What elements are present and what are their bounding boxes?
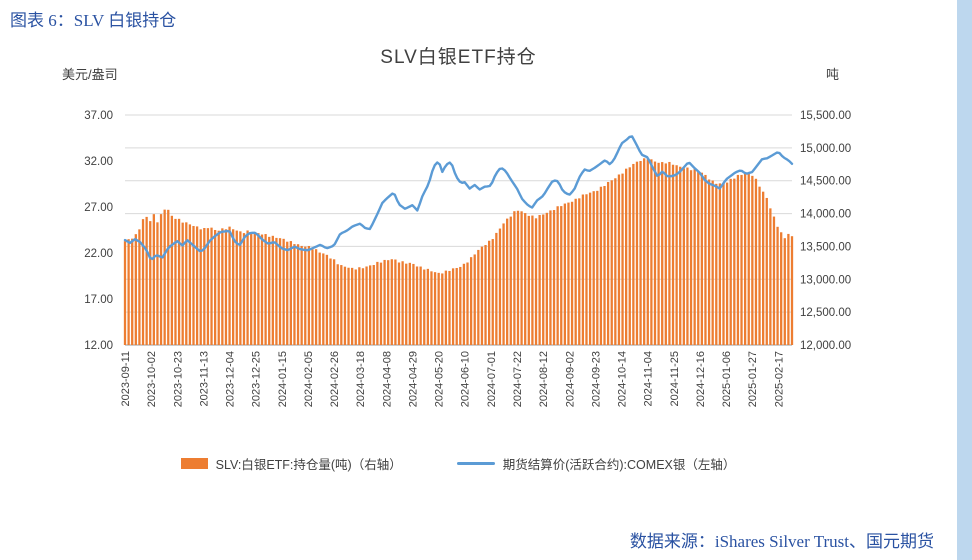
chart-title: SLV白银ETF持仓 (380, 47, 537, 68)
chart-canvas: 12.0017.0022.0027.0032.0037.0012,000.001… (84, 110, 851, 407)
svg-text:13,000.00: 13,000.00 (800, 274, 851, 286)
svg-text:2024-05-20: 2024-05-20 (434, 351, 446, 407)
price-line (123, 135, 794, 261)
svg-text:2024-01-15: 2024-01-15 (277, 351, 289, 407)
svg-text:15,500.00: 15,500.00 (800, 110, 851, 122)
svg-text:2024-11-04: 2024-11-04 (643, 351, 655, 406)
legend-label-line: 期货结算价(活跃合约):COMEX银（左轴） (502, 458, 736, 472)
left-axis-labels: 12.00 17.00 22.00 27.00 32.00 37.00 (84, 110, 113, 352)
bars-series (123, 158, 794, 345)
svg-text:2025-02-17: 2025-02-17 (773, 351, 785, 407)
svg-text:2024-08-12: 2024-08-12 (538, 351, 550, 407)
svg-text:2024-07-01: 2024-07-01 (486, 351, 498, 407)
svg-text:14,500.00: 14,500.00 (800, 176, 851, 188)
svg-text:15,000.00: 15,000.00 (800, 143, 851, 155)
svg-text:2024-04-29: 2024-04-29 (407, 351, 419, 407)
line-series-swatch (456, 462, 495, 465)
svg-text:2024-10-14: 2024-10-14 (617, 351, 629, 407)
decorative-strip (957, 0, 972, 560)
x-axis-labels: 2023-09-11 2023-10-02 2023-10-23 2023-11-13… (120, 351, 785, 407)
svg-text:2023-09-11: 2023-09-11 (120, 351, 132, 406)
svg-text:2024-03-18: 2024-03-18 (355, 351, 367, 407)
svg-text:2024-06-10: 2024-06-10 (460, 351, 472, 407)
svg-text:2024-07-22: 2024-07-22 (512, 351, 524, 407)
svg-text:17.00: 17.00 (84, 294, 113, 306)
svg-text:2023-12-25: 2023-12-25 (251, 351, 263, 407)
svg-text:22.00: 22.00 (84, 248, 113, 260)
legend-item-line: 期货结算价(活跃合约):COMEX银（左轴） (456, 454, 736, 473)
svg-text:2023-12-04: 2023-12-04 (225, 351, 237, 407)
svg-text:2025-01-27: 2025-01-27 (747, 351, 759, 407)
svg-text:37.00: 37.00 (84, 110, 113, 122)
svg-text:2023-10-02: 2023-10-02 (146, 351, 158, 407)
svg-text:2024-11-25: 2024-11-25 (669, 351, 681, 406)
svg-text:2024-09-23: 2024-09-23 (590, 351, 602, 407)
svg-text:2023-10-23: 2023-10-23 (172, 351, 184, 407)
right-axis-unit: 吨 (826, 67, 840, 82)
svg-text:12.00: 12.00 (84, 340, 113, 352)
legend-label-bars: SLV:白银ETF:持仓量(吨)（右轴） (215, 458, 402, 472)
svg-text:2024-12-16: 2024-12-16 (695, 351, 707, 407)
right-axis-labels: 12,000.00 12,500.00 13,000.00 13,500.00 14,0… (800, 110, 851, 352)
svg-text:27.00: 27.00 (84, 202, 113, 214)
svg-text:2024-09-02: 2024-09-02 (564, 351, 576, 407)
svg-text:14,000.00: 14,000.00 (800, 209, 851, 221)
svg-text:2024-02-26: 2024-02-26 (329, 351, 341, 407)
data-source: 数据来源：iShares Silver Trust、国元期货 (629, 532, 934, 551)
svg-text:12,500.00: 12,500.00 (800, 307, 851, 319)
svg-text:12,000.00: 12,000.00 (800, 340, 851, 352)
svg-text:32.00: 32.00 (84, 156, 113, 168)
svg-text:2023-11-13: 2023-11-13 (198, 351, 210, 406)
figure-caption: 图表 6：SLV 白银持仓 (10, 11, 177, 30)
left-axis-unit: 美元/盎司 (62, 67, 118, 82)
svg-text:13,500.00: 13,500.00 (800, 241, 851, 253)
chart-legend: SLV:白银ETF:持仓量(吨)（右轴） 期货结算价(活跃合约):COMEX银（… (0, 454, 916, 473)
bar-series-swatch (180, 458, 208, 469)
legend-item-bars: SLV:白银ETF:持仓量(吨)（右轴） (180, 454, 402, 473)
svg-text:2025-01-06: 2025-01-06 (721, 351, 733, 407)
svg-text:2024-04-08: 2024-04-08 (381, 351, 393, 407)
svg-text:2024-02-05: 2024-02-05 (303, 351, 315, 407)
